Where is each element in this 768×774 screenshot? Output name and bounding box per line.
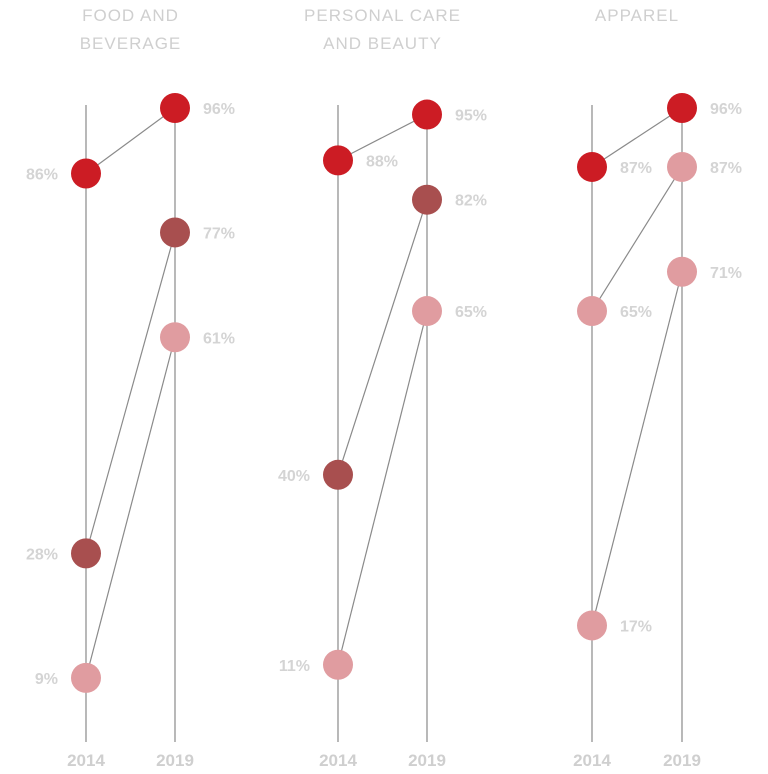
data-label: 65% (620, 304, 652, 321)
data-label: 96% (203, 101, 235, 118)
data-label: 11% (279, 658, 310, 675)
x-tick-label: 2014 (67, 751, 105, 770)
data-point (160, 322, 190, 353)
data-label: 28% (26, 546, 58, 563)
slope-line (337, 310, 428, 665)
panel-title-line: PERSONAL CARE (304, 6, 461, 25)
data-label: 95% (455, 108, 487, 125)
panel-1: FOOD AND BEVERAGE 86% 96% 28% 77% 9% 61% 2014 201… (26, 6, 235, 770)
data-point (160, 93, 190, 123)
data-point (577, 610, 607, 641)
data-point (577, 151, 607, 182)
x-tick-label: 2019 (156, 751, 194, 770)
panel-title-line: FOOD AND (82, 6, 179, 25)
data-label: 40% (278, 468, 310, 485)
data-point (667, 93, 697, 123)
data-label: 77% (203, 225, 235, 242)
x-tick-label: 2014 (573, 751, 611, 770)
slope-line (85, 337, 176, 679)
data-label: 9% (35, 671, 58, 688)
data-label: 82% (455, 193, 487, 210)
data-point (71, 158, 101, 189)
data-point (667, 256, 697, 287)
x-tick-label: 2014 (319, 751, 357, 770)
panel-title-line: AND BEAUTY (323, 34, 442, 53)
data-label: 17% (620, 618, 652, 635)
data-point (323, 649, 353, 680)
data-point (412, 99, 442, 130)
data-label: 71% (710, 265, 742, 282)
slope-line (337, 114, 428, 161)
slope-line (591, 271, 683, 626)
slope-line (591, 107, 683, 168)
slope-line (337, 199, 428, 475)
data-label: 96% (710, 101, 742, 118)
panel-title-line: BEVERAGE (80, 34, 182, 53)
x-tick-label: 2019 (663, 751, 701, 770)
x-tick-label: 2019 (408, 751, 446, 770)
panel-2: PERSONAL CARE AND BEAUTY 88% 95% 40% 82% 11% 65… (278, 6, 487, 770)
data-label: 86% (26, 167, 58, 184)
data-label: 87% (710, 160, 742, 177)
data-point (71, 538, 101, 569)
panel-title-line: APPAREL (595, 6, 679, 25)
data-point (323, 145, 353, 176)
data-label: 61% (203, 330, 235, 347)
data-label: 87% (620, 160, 652, 177)
data-label: 65% (455, 304, 487, 321)
data-point (412, 296, 442, 327)
slope-line (85, 107, 176, 174)
data-point (577, 296, 607, 327)
data-point (412, 184, 442, 215)
data-label: 88% (366, 153, 398, 170)
data-point (71, 662, 101, 693)
panel-3: APPAREL 87% 96% 65% 87% 17% 71% 2014 2019 (573, 6, 742, 770)
data-point (667, 151, 697, 182)
data-point (160, 217, 190, 248)
data-point (323, 459, 353, 490)
slope-line (591, 166, 683, 312)
slope-line (85, 232, 176, 554)
